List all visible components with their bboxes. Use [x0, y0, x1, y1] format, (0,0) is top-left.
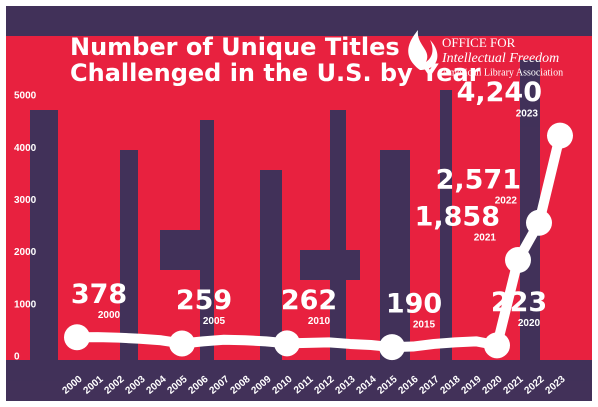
- value-label: 4,240: [457, 77, 542, 108]
- point: [64, 324, 90, 350]
- logo-text: Intellectual Freedom: [441, 51, 559, 66]
- value-label: 378: [71, 279, 127, 310]
- value-label: 2,571: [436, 164, 521, 195]
- point: [526, 210, 552, 236]
- value-label: 1,858: [415, 202, 500, 233]
- value-label: 223: [491, 287, 547, 318]
- value-year: 2010: [308, 316, 331, 327]
- chart: Number of Unique Titles Challenged in th…: [0, 0, 598, 407]
- y-tick-label: 5000: [14, 91, 37, 102]
- value-year: 2015: [413, 320, 436, 331]
- point: [94, 333, 102, 341]
- value-label: 262: [281, 285, 337, 316]
- point: [325, 338, 333, 346]
- point: [304, 339, 312, 347]
- point: [379, 334, 405, 360]
- point: [199, 337, 207, 345]
- y-tick-label: 4000: [14, 143, 37, 154]
- point: [220, 336, 228, 344]
- value-year: 2021: [474, 233, 497, 244]
- point: [505, 247, 531, 273]
- point: [451, 338, 459, 346]
- point: [484, 332, 510, 358]
- point: [367, 341, 375, 349]
- point: [241, 336, 249, 344]
- y-tick-label: 2000: [14, 247, 37, 258]
- point: [115, 334, 123, 342]
- logo-text: OFFICE FOR: [442, 35, 516, 50]
- value-label: 190: [386, 289, 442, 320]
- point: [547, 123, 573, 149]
- point: [136, 335, 144, 343]
- y-tick-label: 0: [14, 352, 20, 363]
- point: [157, 336, 165, 344]
- value-label: 259: [176, 285, 232, 316]
- value-year: 2005: [203, 316, 226, 327]
- point: [169, 330, 195, 356]
- title: Number of Unique Titles: [70, 33, 400, 61]
- point: [409, 343, 417, 351]
- y-tick-label: 1000: [14, 299, 37, 310]
- value-year: 2023: [516, 108, 539, 119]
- value-year: 2022: [495, 195, 518, 206]
- point: [262, 337, 270, 345]
- value-year: 2020: [518, 318, 541, 329]
- point: [274, 330, 300, 356]
- point: [346, 340, 354, 348]
- value-year: 2000: [98, 310, 121, 321]
- y-tick-label: 3000: [14, 195, 37, 206]
- point: [472, 337, 480, 345]
- point: [430, 340, 438, 348]
